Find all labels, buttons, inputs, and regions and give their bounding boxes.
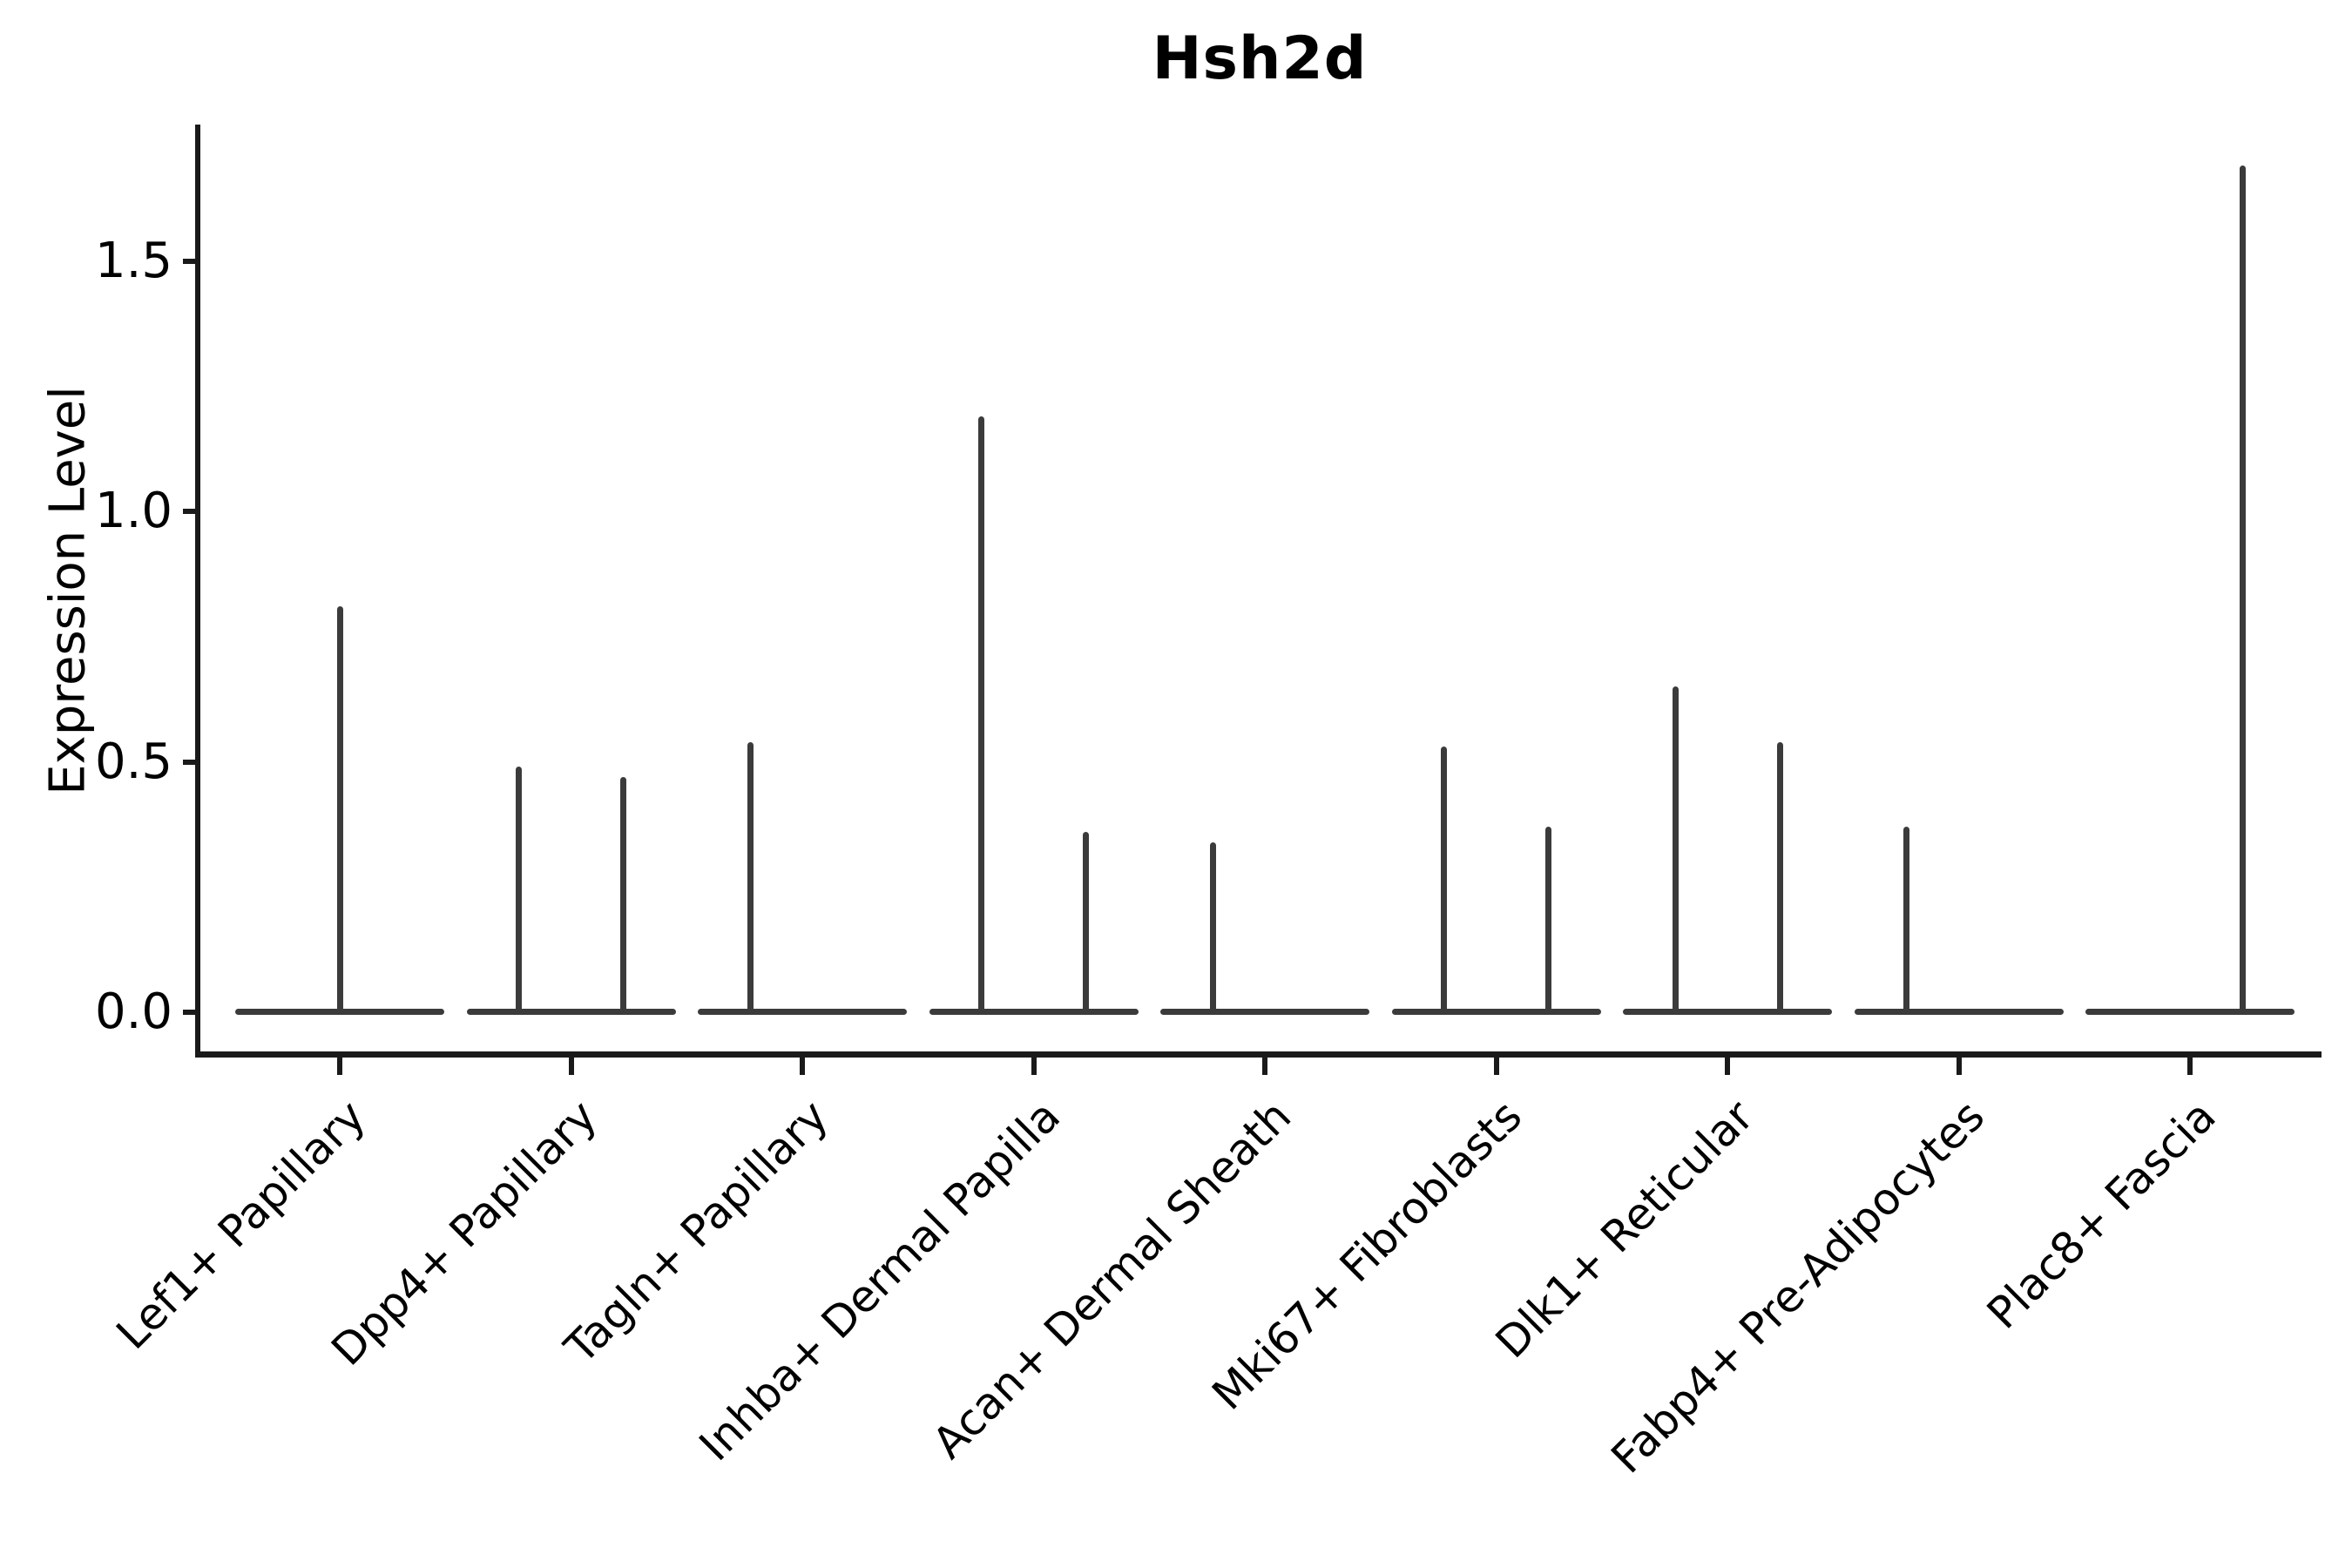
violin-baseline: [698, 1009, 907, 1015]
y-tick-label: 1.0: [94, 483, 172, 539]
chart-title: Hsh2d: [1152, 24, 1368, 93]
x-category-label: Plac8+ Fascia: [1977, 1091, 2227, 1339]
y-tick-mark: [183, 759, 196, 765]
x-tick-mark: [568, 1058, 574, 1075]
violin-spike: [1776, 741, 1783, 1015]
x-tick-mark: [800, 1058, 805, 1075]
violin-spike: [1903, 827, 1909, 1015]
x-tick-mark: [1262, 1058, 1267, 1075]
y-tick-label: 0.5: [94, 733, 172, 790]
violin-spike: [978, 416, 984, 1015]
violin-spike: [1209, 841, 1216, 1015]
violin-baseline: [466, 1009, 676, 1015]
violin-spike: [620, 776, 626, 1015]
y-tick-label: 0.0: [94, 983, 172, 1040]
violin-spike: [336, 606, 343, 1015]
violin-baseline: [1160, 1009, 1369, 1015]
y-tick-label: 1.5: [94, 232, 172, 289]
violin-spike: [1083, 832, 1089, 1015]
violin-spike: [1672, 686, 1679, 1015]
violin-spike: [516, 767, 522, 1015]
x-tick-mark: [1031, 1058, 1037, 1075]
y-tick-mark: [183, 258, 196, 264]
x-category-label: Fabp4+ Pre-Adipocytes: [1602, 1091, 1995, 1484]
violin-baseline: [2085, 1009, 2295, 1015]
y-axis-spine: [195, 125, 200, 1058]
violin-baseline: [929, 1009, 1139, 1015]
violin-baseline: [1391, 1009, 1601, 1015]
violin-spike: [1545, 827, 1551, 1015]
x-category-label: Lef1+ Papillary: [106, 1091, 376, 1360]
y-axis-label: Expression Level: [39, 386, 97, 795]
x-tick-mark: [1493, 1058, 1499, 1075]
x-tick-mark: [1725, 1058, 1730, 1075]
x-tick-mark: [2187, 1058, 2193, 1075]
violin-spike: [747, 741, 754, 1015]
violin-spike: [1441, 747, 1447, 1015]
violin-spike: [2239, 166, 2246, 1015]
x-axis-spine: [195, 1051, 2322, 1058]
x-tick-mark: [1956, 1058, 1962, 1075]
violin-baseline: [1854, 1009, 2064, 1015]
y-tick-mark: [183, 509, 196, 514]
y-tick-mark: [183, 1010, 196, 1015]
x-tick-mark: [337, 1058, 342, 1075]
violin-baseline: [1623, 1009, 1832, 1015]
